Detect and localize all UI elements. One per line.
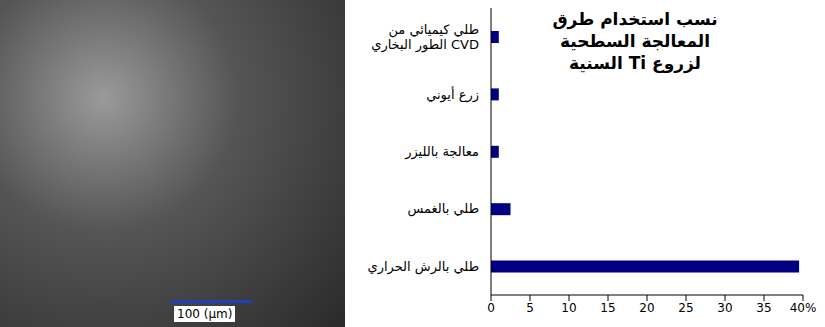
svg-text:معالجة بالليزر: معالجة بالليزر <box>404 144 479 160</box>
svg-text:30: 30 <box>717 301 732 315</box>
html-text:100 (µm): 100 (µm) <box>177 307 233 321</box>
svg-text:طلي كيميائي من: طلي كيميائي من <box>388 22 479 38</box>
svg-text:طلي بالرش الحراري: طلي بالرش الحراري <box>367 259 479 275</box>
svg-text:40%: 40% <box>790 301 817 315</box>
svg-text:35: 35 <box>756 301 771 315</box>
svg-text:زرع أيوني: زرع أيوني <box>426 86 479 103</box>
html-text:نسب استخدام طرق المعالجة السطح: نسب استخدام طرق المعالجة السطحية لزروع T… <box>552 9 718 73</box>
svg-text:الطور البخاري CVD: الطور البخاري CVD <box>371 37 479 53</box>
svg-text:10: 10 <box>561 301 576 315</box>
svg-text:طلي بالغمس: طلي بالغمس <box>407 201 479 217</box>
svg-text:20: 20 <box>639 301 654 315</box>
svg-text:15: 15 <box>600 301 615 315</box>
svg-text:25: 25 <box>678 301 693 315</box>
svg-text:5: 5 <box>526 301 534 315</box>
svg-text:0: 0 <box>487 301 495 315</box>
